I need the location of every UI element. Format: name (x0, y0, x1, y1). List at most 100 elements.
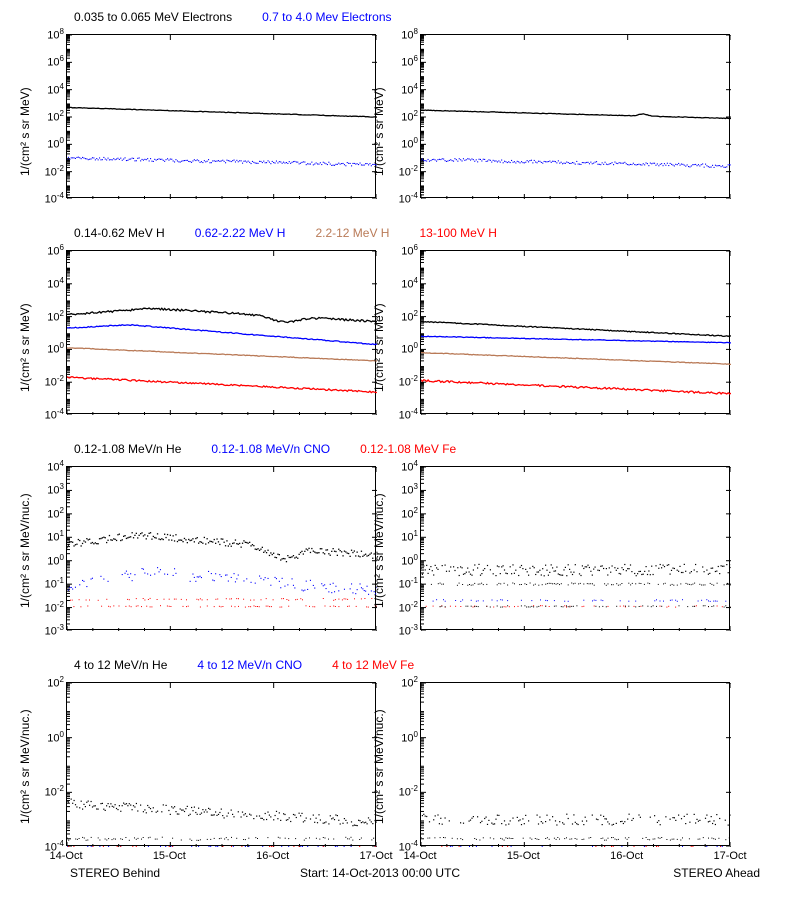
series-scatter (67, 532, 377, 562)
legend-item: 2.2-12 MeV H (315, 226, 389, 240)
panel-r1-c0: 0.14-0.62 MeV H0.62-2.22 MeV H2.2-12 MeV… (60, 224, 380, 438)
series-scatter (421, 158, 731, 168)
y-tick-label: 100 (30, 730, 64, 745)
y-axis-label: 1/(cm² s sr MeV/nuc.) (372, 709, 386, 824)
y-tick-label: 10-2 (384, 600, 418, 615)
footer-right-label: STEREO Ahead (673, 866, 760, 880)
y-tick-label: 100 (384, 341, 418, 356)
y-tick-label: 103 (30, 482, 64, 497)
series-line (67, 377, 377, 393)
y-tick-label: 10-2 (30, 600, 64, 615)
panel-r2-c1: 1/(cm² s sr MeV/nuc.)10-310-210-11001011… (414, 440, 734, 654)
y-tick-label: 106 (384, 243, 418, 258)
footer-center-label: Start: 14-Oct-2013 00:00 UTC (300, 866, 460, 880)
series-scatter (421, 564, 731, 577)
y-tick-label: 106 (30, 54, 64, 69)
panel-r3-c0: 4 to 12 MeV/n He4 to 12 MeV/n CNO4 to 12… (60, 656, 380, 870)
x-tick-label: 14-Oct (396, 850, 444, 862)
y-tick-label: 101 (384, 529, 418, 544)
series-scatter (68, 567, 377, 595)
plot-frame (420, 466, 730, 630)
plot-svg (67, 35, 377, 199)
y-tick-label: 101 (30, 529, 64, 544)
series-scatter (67, 837, 376, 841)
y-tick-label: 10-3 (30, 623, 64, 638)
legend-item: 4 to 12 MeV/n CNO (197, 658, 302, 672)
series-scatter (422, 814, 731, 826)
series-scatter (433, 599, 727, 602)
y-tick-label: 100 (384, 136, 418, 151)
y-tick-label: 106 (30, 243, 64, 258)
panel-r2-c0: 0.12-1.08 MeV/n He0.12-1.08 MeV/n CNO0.1… (60, 440, 380, 654)
plot-frame (66, 34, 376, 198)
legend-item: 0.035 to 0.065 MeV Electrons (74, 10, 232, 24)
chart-grid: 0.035 to 0.065 MeV Electrons 0.7 to 4.0 M… (0, 0, 800, 900)
series-scatter (421, 837, 730, 841)
legend-item: 0.7 to 4.0 Mev Electrons (262, 10, 391, 24)
y-tick-label: 102 (30, 109, 64, 124)
plot-frame (66, 682, 376, 846)
plot-svg (421, 467, 731, 631)
series-line (421, 380, 731, 394)
y-tick-label: 10-4 (384, 191, 418, 206)
y-tick-label: 10-3 (384, 623, 418, 638)
legend-item: 4 to 12 MeV/n He (74, 658, 167, 672)
y-tick-label: 102 (384, 109, 418, 124)
series-scatter (440, 605, 731, 607)
x-tick-label: 17-Oct (706, 850, 754, 862)
legend-item: 0.62-2.22 MeV H (195, 226, 286, 240)
y-tick-label: 10-1 (384, 576, 418, 591)
legend-item: 4 to 12 MeV Fe (332, 658, 414, 672)
y-tick-label: 10-2 (30, 784, 64, 799)
series-scatter (67, 846, 376, 847)
y-tick-label: 100 (30, 136, 64, 151)
legend-item: 0.12-1.08 MeV/n CNO (211, 442, 330, 456)
y-tick-label: 104 (30, 276, 64, 291)
plot-svg (421, 683, 731, 847)
series-line (67, 107, 377, 117)
series-line (421, 322, 731, 337)
y-tick-label: 10-2 (384, 374, 418, 389)
panel-r0-c1: 1/(cm² s sr MeV)10-410-2100102104106108 (414, 8, 734, 222)
y-tick-label: 100 (384, 553, 418, 568)
series-scatter (70, 598, 372, 601)
y-tick-label: 10-2 (30, 374, 64, 389)
series-scatter (421, 583, 731, 586)
y-tick-label: 108 (30, 27, 64, 42)
plot-svg (67, 683, 377, 847)
y-tick-label: 10-4 (30, 191, 64, 206)
series-scatter (67, 799, 377, 827)
y-tick-label: 102 (384, 309, 418, 324)
y-tick-label: 10-4 (384, 407, 418, 422)
y-tick-label: 10-2 (30, 164, 64, 179)
y-tick-label: 10-2 (384, 784, 418, 799)
x-tick-label: 15-Oct (145, 850, 193, 862)
plot-svg (67, 467, 377, 631)
plot-svg (421, 251, 731, 415)
y-tick-label: 102 (30, 675, 64, 690)
series-line (67, 325, 377, 345)
panel-r0-c0: 0.035 to 0.065 MeV Electrons0.7 to 4.0 M… (60, 8, 380, 222)
series-scatter (447, 846, 723, 847)
series-scatter (67, 157, 377, 167)
y-tick-label: 100 (30, 341, 64, 356)
series-line (67, 348, 377, 361)
plot-frame (66, 250, 376, 414)
plot-svg (67, 251, 377, 415)
y-tick-label: 102 (384, 506, 418, 521)
legend-item: 0.14-0.62 MeV H (74, 226, 165, 240)
y-tick-label: 102 (30, 309, 64, 324)
footer-left-label: STEREO Behind (70, 866, 160, 880)
y-tick-label: 104 (30, 459, 64, 474)
x-tick-label: 14-Oct (42, 850, 90, 862)
y-tick-label: 10-1 (30, 576, 64, 591)
y-tick-label: 104 (384, 459, 418, 474)
plot-frame (66, 466, 376, 630)
plot-frame (420, 250, 730, 414)
plot-svg (421, 35, 731, 199)
series-line (67, 308, 377, 323)
y-tick-label: 10-4 (30, 407, 64, 422)
plot-frame (420, 682, 730, 846)
y-tick-label: 102 (30, 506, 64, 521)
plot-frame (420, 34, 730, 198)
